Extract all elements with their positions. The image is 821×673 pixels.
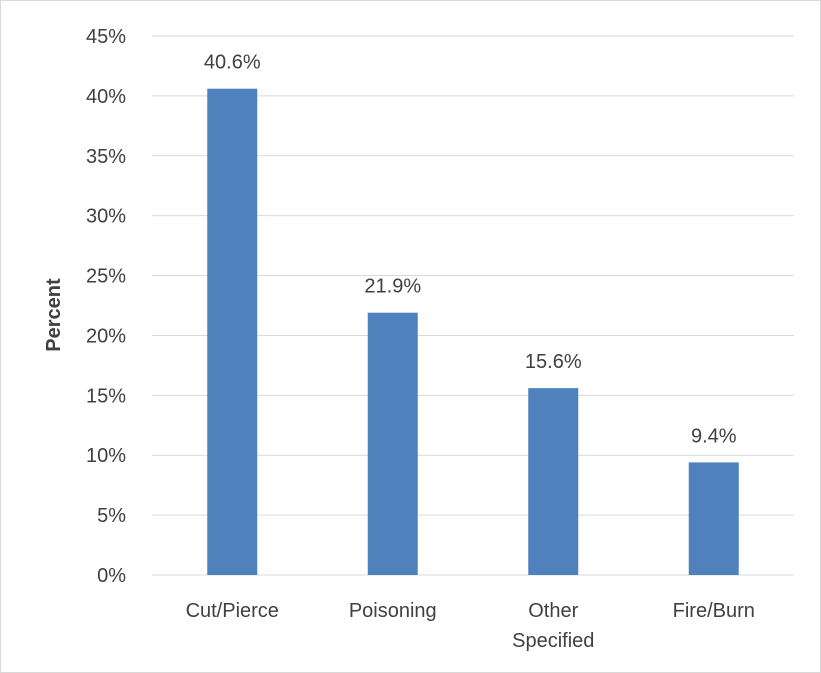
- bar: [528, 388, 579, 575]
- y-tick-label: 0%: [97, 565, 126, 587]
- y-tick-label: 20%: [86, 325, 126, 347]
- x-tick-label: Fire/Burn: [673, 600, 755, 622]
- x-tick-label: Other Specified: [512, 600, 594, 652]
- x-axis-ticks: Cut/Pierce Poisoning Other Specified Fire/Bu…: [186, 600, 755, 652]
- bar: [207, 88, 258, 576]
- data-label: 21.9%: [364, 276, 421, 298]
- bar: [367, 312, 418, 575]
- bars: [207, 88, 739, 576]
- x-tick-label: Poisoning: [349, 600, 437, 622]
- y-axis-title: Percent: [43, 278, 65, 352]
- y-tick-label: 45%: [86, 26, 126, 48]
- data-label: 15.6%: [525, 351, 582, 373]
- gridlines: [152, 35, 794, 576]
- y-tick-label: 25%: [86, 266, 126, 288]
- y-tick-label: 30%: [86, 206, 126, 228]
- y-tick-label: 15%: [86, 385, 126, 407]
- y-tick-label: 10%: [86, 445, 126, 467]
- y-axis-ticks: 0% 5% 10% 15% 20% 25% 30% 35% 40% 45%: [86, 26, 126, 587]
- bar: [688, 462, 739, 575]
- data-label: 40.6%: [204, 52, 261, 74]
- data-label: 9.4%: [691, 425, 737, 447]
- y-tick-label: 35%: [86, 146, 126, 168]
- x-tick-label: Cut/Pierce: [186, 600, 279, 622]
- y-tick-label: 40%: [86, 86, 126, 108]
- y-tick-label: 5%: [97, 505, 126, 527]
- data-labels: 40.6% 21.9% 15.6% 9.4%: [204, 52, 737, 448]
